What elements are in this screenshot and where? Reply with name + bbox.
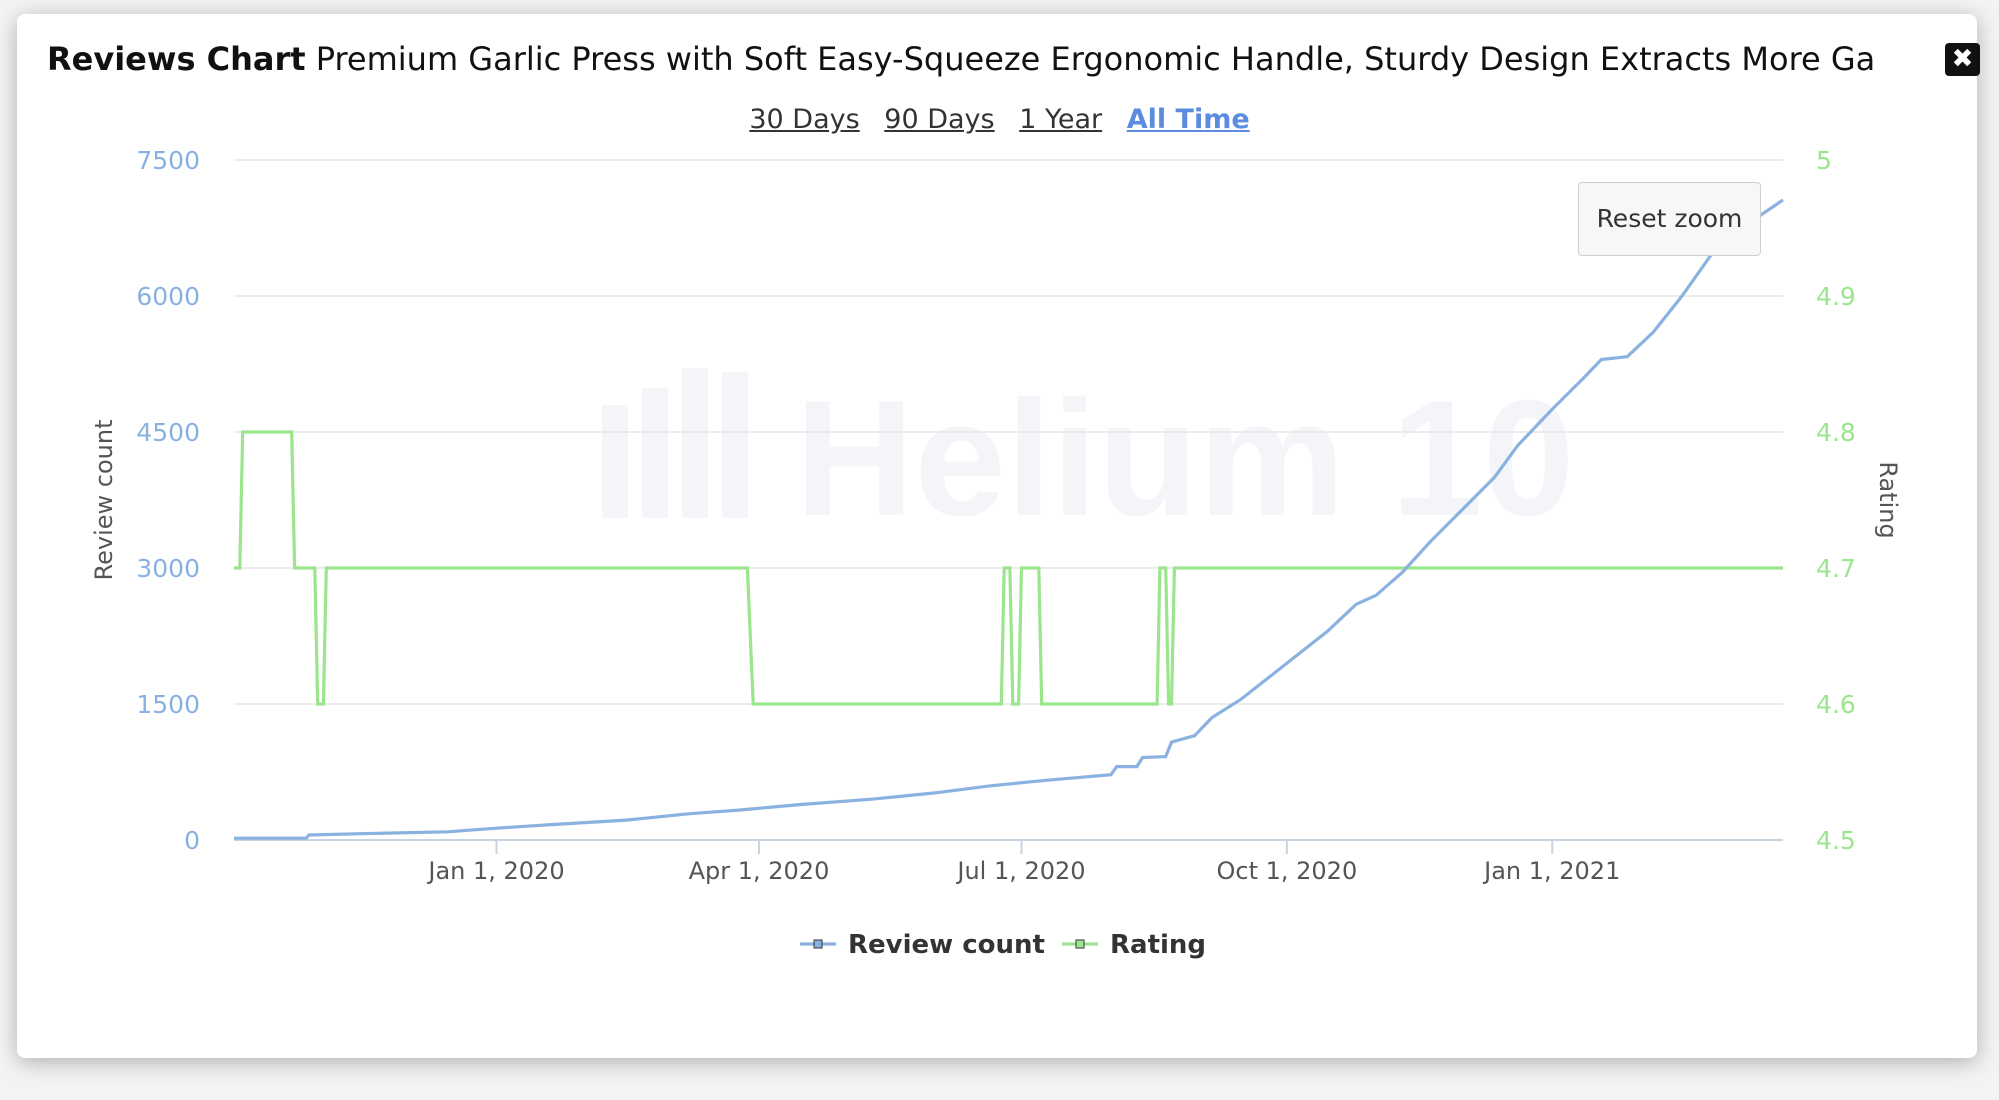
x-tick-label: Jan 1, 2020 xyxy=(426,857,564,885)
right-axis: 4.5 4.6 4.7 4.8 4.9 5 xyxy=(1816,146,1856,855)
y-tick-label-left: 6000 xyxy=(136,282,200,311)
watermark-bar-2 xyxy=(642,388,668,518)
close-icon[interactable]: ✖ xyxy=(1945,43,1980,76)
legend-marker xyxy=(1075,939,1085,949)
legend-label: Rating xyxy=(1110,930,1206,960)
y-tick-label-right: 4.9 xyxy=(1816,282,1856,311)
y-tick-label-left: 3000 xyxy=(136,554,200,583)
range-90-days[interactable]: 90 Days xyxy=(884,104,995,135)
legend: Review count Rating xyxy=(800,930,1206,960)
x-tick-label: Oct 1, 2020 xyxy=(1216,857,1357,885)
watermark-bar-4 xyxy=(722,372,748,518)
y-axis-label-right: Rating xyxy=(1874,461,1902,538)
y-tick-label-left: 0 xyxy=(184,826,200,855)
legend-item-rating[interactable]: Rating xyxy=(1062,930,1206,960)
left-axis: 0 1500 3000 4500 6000 7500 xyxy=(136,146,200,855)
watermark-bar-3 xyxy=(682,368,708,518)
y-tick-label-left: 4500 xyxy=(136,418,200,447)
x-tick-label: Apr 1, 2020 xyxy=(689,857,830,885)
watermark-bar-1 xyxy=(602,405,628,518)
y-tick-label-right: 4.8 xyxy=(1816,418,1856,447)
range-all-time[interactable]: All Time xyxy=(1126,104,1250,135)
gridlines xyxy=(234,159,1783,841)
y-tick-label-left: 1500 xyxy=(136,690,200,719)
review-count-series-line xyxy=(234,198,1784,840)
legend-item-review-count[interactable]: Review count xyxy=(800,930,1045,960)
y-tick-label-right: 4.7 xyxy=(1816,554,1856,583)
range-1-year[interactable]: 1 Year xyxy=(1019,104,1103,135)
y-tick-label-left: 7500 xyxy=(136,146,200,175)
legend-label: Review count xyxy=(848,930,1045,960)
time-range-selector: 30 Days 90 Days 1 Year All Time xyxy=(0,104,1999,135)
x-axis: Jan 1, 2020 Apr 1, 2020 Jul 1, 2020 Oct 1, … xyxy=(426,840,1620,885)
title-bold: Reviews Chart xyxy=(47,40,306,78)
watermark-text: Helium 10 xyxy=(795,366,1574,550)
reset-zoom-button[interactable]: Reset zoom xyxy=(1578,182,1761,256)
y-tick-label-right: 4.6 xyxy=(1816,690,1856,719)
y-axis-label-left: Review count xyxy=(90,420,118,581)
legend-marker xyxy=(813,939,823,949)
rating-series-line xyxy=(234,430,1783,706)
range-30-days[interactable]: 30 Days xyxy=(749,104,860,135)
y-tick-label-right: 5 xyxy=(1816,146,1832,175)
x-tick-label: Jul 1, 2020 xyxy=(955,857,1085,885)
y-tick-label-right: 4.5 xyxy=(1816,826,1856,855)
title-product: Premium Garlic Press with Soft Easy-Sque… xyxy=(305,40,1877,78)
watermark: Helium 10 xyxy=(602,366,1574,550)
x-tick-label: Jan 1, 2021 xyxy=(1482,857,1620,885)
modal-title: Reviews Chart Premium Garlic Press with … xyxy=(47,40,1877,78)
